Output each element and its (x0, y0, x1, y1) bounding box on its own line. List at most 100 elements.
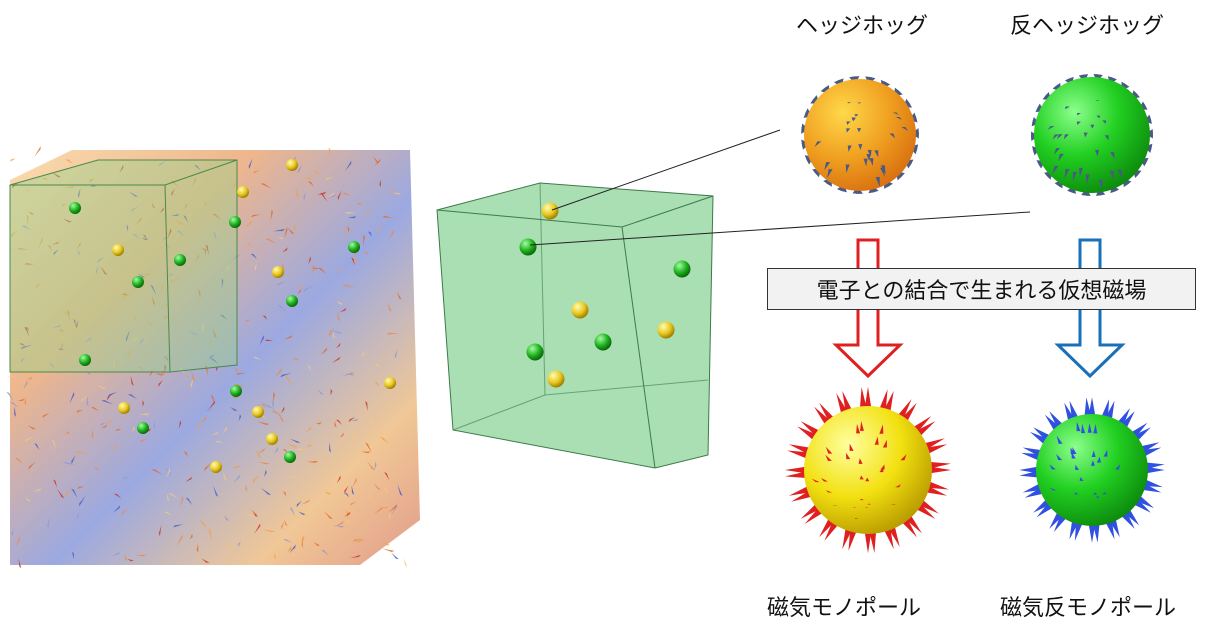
spin-arrow (380, 506, 389, 509)
spin-cone (784, 466, 808, 474)
anti-hedgehog-point (230, 385, 242, 397)
spin-cone (865, 477, 870, 482)
spin-arrow (287, 546, 292, 553)
spin-arrow (392, 192, 402, 195)
spin-arrow (32, 487, 42, 492)
spin-arrow (137, 366, 144, 372)
monopole-sphere (784, 386, 952, 554)
hedgehog-point (571, 301, 589, 319)
spin-cone (1115, 464, 1121, 470)
spin-arrow (24, 435, 35, 443)
spin-arrow (386, 332, 400, 335)
spin-cone (1147, 129, 1153, 137)
spin-arrow (308, 256, 312, 265)
spin-arrow (293, 223, 297, 231)
spin-cone (847, 102, 852, 104)
spin-arrow (349, 501, 357, 507)
spin-cone (1110, 152, 1115, 160)
spin-cone (1064, 169, 1070, 179)
spin-arrow (121, 508, 129, 516)
spin-arrow (303, 177, 313, 180)
spin-arrow (76, 241, 81, 250)
spin-arrow (63, 312, 72, 315)
spin-arrow (172, 524, 184, 528)
anti-hedgehog-point (229, 216, 241, 228)
spin-cone (879, 467, 884, 473)
spin-arrow (119, 164, 124, 173)
spin-arrow (61, 203, 67, 207)
spin-arrow (17, 247, 29, 250)
spin-arrow (97, 256, 106, 264)
spin-cone (1141, 447, 1162, 457)
spin-arrow (27, 376, 33, 380)
spin-arrow (127, 394, 138, 400)
spin-cone (852, 76, 860, 82)
spin-arrow (336, 300, 343, 305)
spin-arrow (89, 178, 95, 183)
spin-cone (801, 139, 808, 147)
spin-cone (1069, 400, 1079, 421)
spin-cone (825, 490, 833, 493)
spin-arrow (209, 354, 215, 360)
spin-cone (1087, 423, 1092, 433)
spin-arrow (227, 263, 232, 272)
spin-cone (922, 438, 945, 451)
spin-arrow (233, 474, 240, 483)
spin-arrow (27, 425, 36, 430)
spin-arrow (315, 422, 322, 425)
spin-arrow (333, 524, 345, 528)
spin-cone (1072, 447, 1077, 455)
spin-arrow (345, 160, 352, 171)
spin-arrow (342, 284, 355, 288)
spin-cone (820, 477, 828, 482)
spin-arrow (6, 391, 15, 402)
hedgehog-point (384, 377, 396, 389)
spin-cone (868, 76, 876, 83)
spin-arrow (153, 421, 156, 429)
spin-arrow (95, 265, 99, 275)
hedgehog-point (266, 433, 278, 445)
spin-arrow (337, 190, 342, 201)
spin-arrow (51, 439, 57, 450)
spin-arrow (341, 371, 354, 377)
spin-arrow (127, 558, 134, 562)
spin-cone (791, 489, 814, 502)
spin-arrow (208, 528, 212, 541)
spin-cone (900, 454, 907, 461)
spin-arrow (159, 284, 164, 292)
spin-arrow (379, 179, 381, 188)
spin-arrow (284, 519, 288, 527)
spin-arrow (388, 504, 397, 513)
spin-arrow (138, 273, 151, 276)
spin-cone (852, 188, 860, 194)
spin-arrow (82, 336, 92, 343)
spin-arrow (67, 309, 70, 322)
anti-hedgehog-point (519, 238, 537, 256)
spin-arrow (212, 326, 217, 339)
spin-arrow (171, 213, 180, 216)
spin-arrow (320, 347, 328, 356)
spin-cone (892, 112, 899, 115)
spin-cone (1049, 487, 1057, 491)
spin-cone (1141, 483, 1162, 493)
spin-arrow (9, 247, 22, 251)
spin-arrow (210, 340, 213, 347)
spin-arrow (276, 281, 286, 287)
spin-arrow (238, 541, 241, 547)
hedgehog-point (657, 321, 675, 339)
spin-cone (832, 505, 839, 506)
spin-arrow (367, 231, 373, 237)
spin-arrow (344, 485, 349, 494)
spin-arrow (113, 493, 122, 499)
spin-cone (869, 158, 874, 166)
spin-cone (824, 519, 840, 541)
anti-hedgehog-point (673, 260, 691, 278)
spin-arrow (10, 230, 18, 238)
spin-arrow (176, 534, 183, 547)
spin-arrow (345, 227, 348, 238)
spin-arrow (59, 328, 65, 332)
spin-cone (880, 165, 886, 175)
spin-arrow (388, 512, 391, 522)
spin-cone (1103, 450, 1108, 457)
